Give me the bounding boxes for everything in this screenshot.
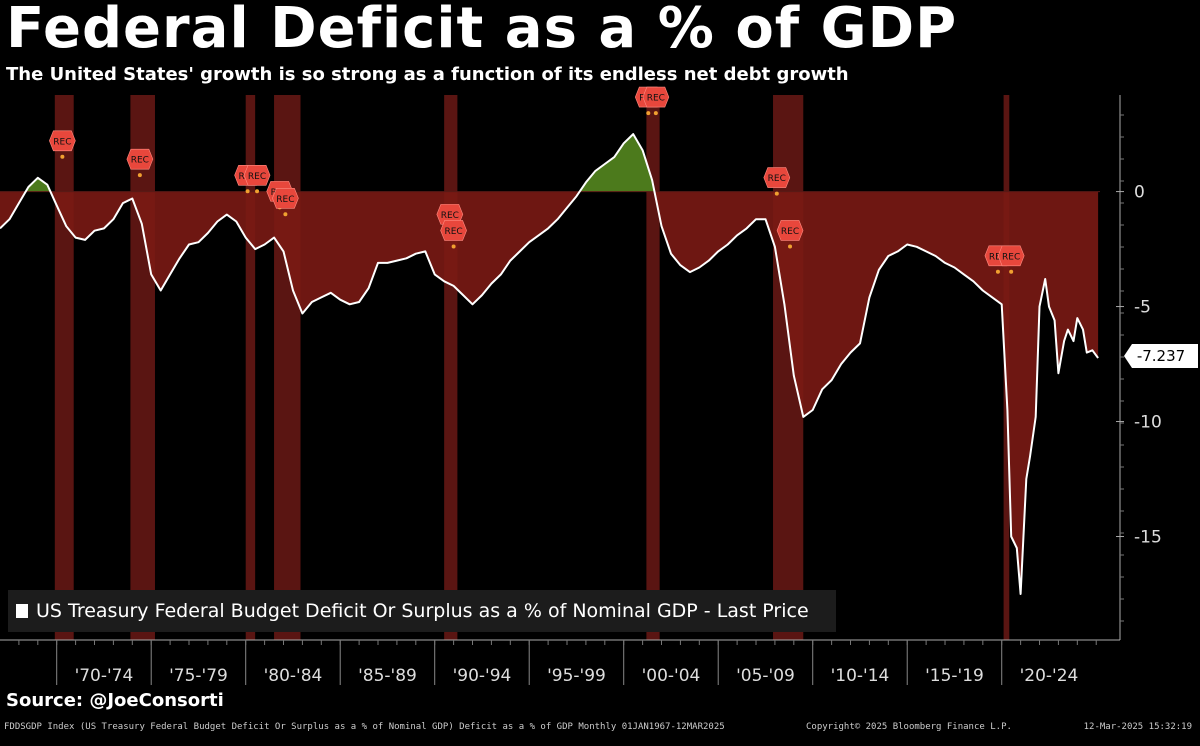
recession-band-4 <box>444 95 458 640</box>
recession-bands <box>54 95 1010 640</box>
x-tick-label-1: '75-'79 <box>169 666 228 686</box>
chart-subtitle: The United States' growth is so strong a… <box>6 64 849 85</box>
recession-marker-dot <box>255 189 260 194</box>
recession-marker-shape <box>776 220 804 241</box>
legend: US Treasury Federal Budget Deficit Or Su… <box>8 590 836 632</box>
recession-marker-label: REC <box>444 227 462 237</box>
recession-marker-dot <box>995 269 1000 274</box>
recession-band-1 <box>130 95 155 640</box>
recession-band-5 <box>646 95 660 640</box>
recession-marker-5: REC <box>272 187 299 217</box>
x-tick-label-6: '00-'04 <box>642 666 701 686</box>
recession-marker-9: REC <box>642 86 670 116</box>
recession-marker-shape <box>49 130 76 152</box>
x-tick-label-9: '15-'19 <box>925 666 984 686</box>
y-tick-label-0: 0 <box>1134 183 1145 203</box>
recession-marker-label: REC <box>768 174 786 184</box>
recession-marker-dot <box>774 191 779 196</box>
recession-marker-label: REC <box>647 94 665 104</box>
x-tick-label-4: '90-'94 <box>453 666 512 686</box>
x-tick-label-10: '20-'24 <box>1020 666 1079 686</box>
y-tick-label-3: -15 <box>1134 528 1162 548</box>
recession-marker-dot <box>245 189 250 194</box>
recession-marker-label: REC <box>781 227 799 237</box>
x-tick-label-5: '95-'99 <box>547 666 606 686</box>
area-fills <box>0 134 1099 595</box>
recession-marker-label: REC <box>276 195 294 205</box>
x-tick-label-0: '70-'74 <box>75 666 134 686</box>
legend-label: US Treasury Federal Budget Deficit Or Su… <box>36 600 809 622</box>
deficit-area <box>0 191 1099 595</box>
recession-band-2 <box>245 95 256 640</box>
recession-marker-shape <box>642 86 670 108</box>
recession-marker-13: REC <box>997 245 1025 274</box>
recession-marker-dot <box>451 244 456 249</box>
recession-marker-dot <box>1009 269 1014 274</box>
x-tick-label-7: '05-'09 <box>736 666 795 686</box>
x-tick-label-8: '10-'14 <box>831 666 890 686</box>
y-tick-label-1: -5 <box>1134 298 1151 318</box>
x-tick-label-3: '85-'89 <box>358 666 417 686</box>
recession-marker-11: REC <box>776 220 804 249</box>
recession-band-0 <box>54 95 74 640</box>
source-label: Source: @JoeConsorti <box>6 690 224 711</box>
recession-marker-shape <box>436 204 464 225</box>
recession-marker-label: REC <box>441 211 459 221</box>
recession-marker-dot <box>788 244 793 249</box>
recession-marker-label: REC <box>989 252 1007 262</box>
recession-marker-3: REC <box>243 164 271 194</box>
recession-marker-dot <box>60 154 65 159</box>
recession-marker-shape <box>126 148 154 170</box>
recession-markers: RECRECRECRECRECRECRECRECRECRECRECRECRECR… <box>49 86 1025 274</box>
footer-timestamp: 12-Mar-2025 15:32:19 <box>1083 722 1192 732</box>
recession-marker-label: REC <box>53 137 71 147</box>
recession-marker-dot <box>646 111 651 116</box>
recession-marker-label: REC <box>1002 252 1020 262</box>
recession-marker-7: REC <box>440 220 467 249</box>
recession-band-3 <box>274 95 301 640</box>
y-tick-label-2: -10 <box>1134 413 1162 433</box>
recession-marker-shape <box>272 187 299 209</box>
recession-marker-label: REC <box>248 172 266 182</box>
footer-copyright: Copyright© 2025 Bloomberg Finance L.P. <box>806 722 1012 732</box>
chart-title: Federal Deficit as a % of GDP <box>6 0 958 61</box>
recession-marker-dot <box>283 212 288 217</box>
recession-marker-label: REC <box>131 156 149 166</box>
recession-marker-shape <box>997 245 1025 267</box>
series-line-path <box>0 133 1099 595</box>
legend-swatch <box>16 604 28 618</box>
series-line <box>0 133 1099 595</box>
footer-index-description: FDDSGDP Index (US Treasury Federal Budge… <box>4 722 725 732</box>
recession-marker-shape <box>440 220 467 241</box>
x-tick-label-2: '80-'84 <box>264 666 323 686</box>
recession-marker-1: REC <box>126 148 154 178</box>
last-price-tag: -7.237 <box>1124 344 1198 368</box>
recession-marker-dot <box>653 111 658 116</box>
recession-marker-shape <box>763 167 791 188</box>
recession-marker-0: REC <box>49 130 76 159</box>
recession-marker-shape <box>243 164 271 186</box>
axes: 0 -5 -10 -15 '70-'74 '75-'79 '80-'84 '85-'89 '90… <box>0 95 1162 686</box>
recession-marker-10: REC <box>763 167 791 196</box>
recession-marker-dot <box>137 173 142 178</box>
